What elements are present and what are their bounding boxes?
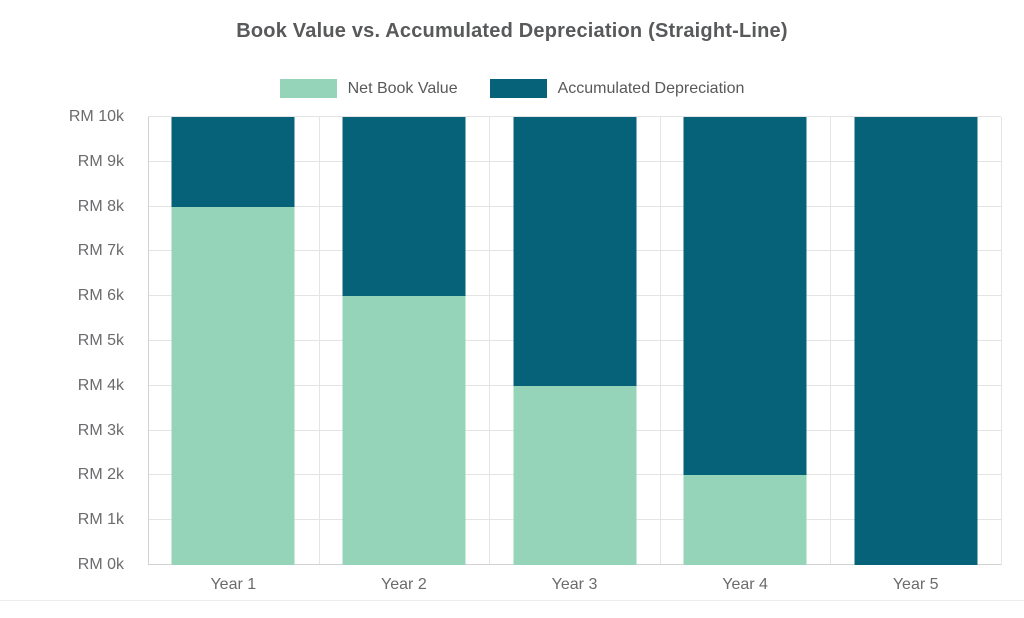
y-axis-tick-label: RM 1k xyxy=(77,511,124,529)
y-axis-tick-label: RM 8k xyxy=(77,197,124,215)
bar-year-3 xyxy=(513,117,636,565)
bottom-divider xyxy=(0,600,1024,601)
y-axis-tick-label: RM 3k xyxy=(77,421,124,439)
plot-area xyxy=(148,116,1002,565)
bar-year-2 xyxy=(342,117,466,565)
x-axis-category-label: Year 3 xyxy=(551,576,598,593)
y-axis-tick-label: RM 10k xyxy=(68,108,124,125)
y-axis-tick-label: RM 5k xyxy=(77,332,124,349)
bar-segment-net-book-value xyxy=(171,206,295,565)
y-axis-labels: RM 0k RM 1k RM 2k RM 3k RM 4k RM 5k RM 6k RM 7k… xyxy=(0,108,136,573)
y-axis-tick-label: RM 6k xyxy=(77,287,124,305)
x-axis-category-label: Year 4 xyxy=(722,576,768,593)
y-axis-tick-label: RM 0k xyxy=(77,556,124,573)
gridline-vertical xyxy=(1001,117,1002,565)
bar-segment-accumulated-depreciation xyxy=(854,117,978,565)
bar-year-5 xyxy=(854,117,978,565)
gridline-vertical xyxy=(830,117,832,565)
y-axis-tick-label: RM 9k xyxy=(77,152,124,170)
x-axis-labels: Year 1 Year 2 Year 3 Year 4 Year 5 xyxy=(148,576,1001,598)
gridline-vertical xyxy=(489,117,491,565)
bar-year-1 xyxy=(171,117,295,565)
y-axis-line xyxy=(148,117,149,565)
legend-swatch-accumulated-depreciation xyxy=(489,79,547,98)
bar-segment-net-book-value xyxy=(513,385,636,565)
gridline-vertical xyxy=(659,117,661,565)
chart-legend: Net Book Value Accumulated Depreciation xyxy=(0,79,1024,98)
legend-item-accumulated-depreciation[interactable]: Accumulated Depreciation xyxy=(489,79,745,98)
legend-item-net-book-value[interactable]: Net Book Value xyxy=(279,79,458,98)
y-axis-tick-label: RM 2k xyxy=(77,466,124,484)
bar-segment-accumulated-depreciation xyxy=(171,117,295,207)
legend-label-accumulated-depreciation: Accumulated Depreciation xyxy=(557,79,745,97)
bar-segment-accumulated-depreciation xyxy=(342,117,466,297)
y-axis-tick-label: RM 4k xyxy=(77,376,124,394)
gridline-vertical xyxy=(318,117,320,565)
chart-title: Book Value vs. Accumulated Depreciation … xyxy=(236,20,788,42)
legend-swatch-net-book-value xyxy=(279,79,337,98)
y-axis-tick-label: RM 7k xyxy=(77,242,124,260)
bar-year-4 xyxy=(683,117,807,565)
bar-segment-net-book-value xyxy=(683,475,807,565)
x-axis-category-label: Year 5 xyxy=(892,576,939,593)
bar-segment-net-book-value xyxy=(342,296,466,565)
legend-label-net-book-value: Net Book Value xyxy=(347,79,458,97)
bar-segment-accumulated-depreciation xyxy=(513,117,636,386)
x-axis-category-label: Year 1 xyxy=(210,576,257,593)
bar-segment-accumulated-depreciation xyxy=(683,117,807,476)
gridline-horizontal xyxy=(148,116,1001,117)
x-axis-category-label: Year 2 xyxy=(381,576,427,593)
